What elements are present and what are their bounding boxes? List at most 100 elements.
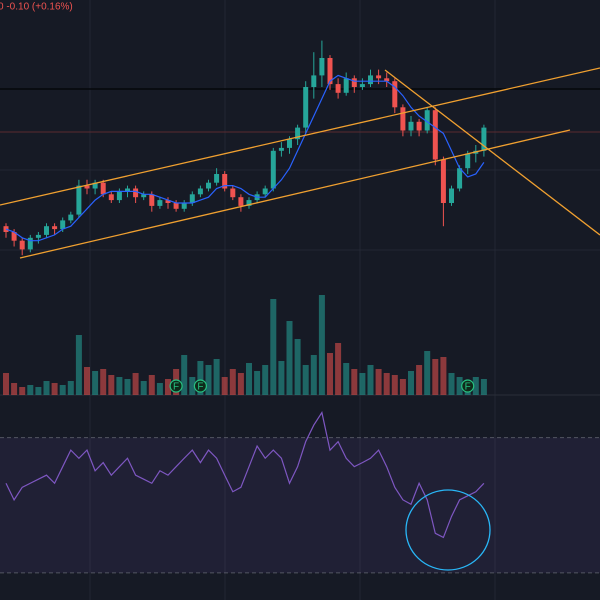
volume-bar: [367, 365, 374, 395]
volume-bar: [132, 373, 139, 395]
volume-bar: [27, 385, 34, 395]
volume-bar: [246, 363, 252, 395]
candle-body: [197, 188, 203, 195]
candle-body: [35, 234, 41, 238]
candle-body: [222, 174, 228, 189]
volume-bar: [456, 377, 463, 395]
candle-body: [133, 188, 139, 198]
candle-body: [359, 84, 365, 87]
candle-body: [141, 194, 147, 198]
candle-body: [214, 174, 220, 183]
volume-bar: [124, 379, 131, 395]
volume-bar: [181, 355, 188, 395]
candle-body: [392, 81, 398, 108]
channel-upper: [0, 67, 600, 206]
volume-bar: [35, 387, 42, 395]
candle-body: [368, 75, 373, 85]
volume-bar: [359, 373, 366, 395]
volume-bar: [294, 339, 301, 395]
event-marker: [193, 379, 207, 393]
volume-bar: [11, 383, 18, 395]
candle-body: [92, 182, 98, 189]
candle-body: [311, 75, 317, 87]
volume-bar: [67, 381, 74, 395]
volume-bar: [205, 365, 212, 395]
volume-bar: [351, 369, 358, 395]
candle-body: [246, 200, 252, 206]
candle-body: [44, 226, 49, 235]
channel-lower: [19, 129, 571, 259]
candle-body: [206, 182, 211, 189]
candle-body: [125, 188, 130, 192]
volume-bar: [148, 375, 155, 395]
candle-body: [319, 58, 325, 76]
candle-body: [457, 168, 463, 189]
volume-bar: [165, 379, 171, 395]
volume-bar: [278, 361, 285, 395]
volume-bar: [327, 353, 333, 395]
candle-body: [343, 78, 349, 93]
moving-average: [5, 74, 485, 242]
candle-body: [11, 232, 17, 241]
volume-bar: [335, 343, 342, 395]
volume-bar: [416, 365, 423, 395]
candle-body: [165, 200, 171, 203]
volume-bar: [254, 371, 261, 395]
candle-body: [238, 197, 244, 206]
volume-bar: [197, 361, 204, 395]
event-marker: [169, 379, 183, 393]
event-label: F: [197, 382, 203, 393]
volume-bar: [432, 359, 439, 395]
volume-bar: [100, 369, 107, 395]
volume-bar: [270, 299, 277, 395]
trend-lines: [0, 67, 600, 259]
volume-bar: [189, 377, 196, 395]
event-marker: [461, 379, 475, 393]
volume-bar: [108, 375, 115, 395]
volume-bar: [286, 321, 293, 395]
candle-body: [351, 78, 357, 87]
candle-body: [303, 87, 309, 128]
volume-bar: [318, 295, 325, 395]
volume-bar: [237, 373, 244, 395]
volume-bar: [391, 375, 398, 395]
volume-bar: [59, 385, 66, 395]
candle-body: [295, 127, 301, 140]
volume-bar: [383, 373, 390, 395]
candle-body: [278, 147, 284, 151]
candle-body: [400, 107, 406, 131]
down-trend: [384, 69, 600, 236]
candle-body: [424, 110, 430, 131]
volume-bar: [302, 365, 309, 395]
volume-bar: [399, 379, 406, 395]
volume-bar: [213, 359, 220, 395]
volume-bar: [92, 371, 99, 395]
candle-body: [262, 188, 268, 195]
event-label: F: [465, 382, 471, 393]
annotation-ellipse: [405, 489, 491, 571]
volume-bar: [43, 381, 50, 395]
candle-body: [173, 203, 179, 209]
candle-body: [60, 220, 66, 230]
candle-body: [432, 110, 438, 160]
candle-body: [189, 194, 195, 203]
candle-body: [181, 203, 187, 209]
volume-bar: [221, 377, 228, 395]
header-change: 0 -0.10 (+0.16%): [0, 2, 73, 13]
volume-bar: [156, 383, 163, 395]
candle-body: [408, 121, 414, 131]
candle-body: [481, 127, 487, 151]
candle-body: [76, 185, 82, 215]
candle-body: [19, 240, 25, 250]
candle-body: [116, 191, 122, 201]
candle-body: [416, 121, 422, 131]
volume-bar: [75, 335, 82, 395]
volume-bar: [19, 387, 26, 395]
volume-bar: [480, 379, 487, 395]
candle-body: [108, 194, 114, 201]
